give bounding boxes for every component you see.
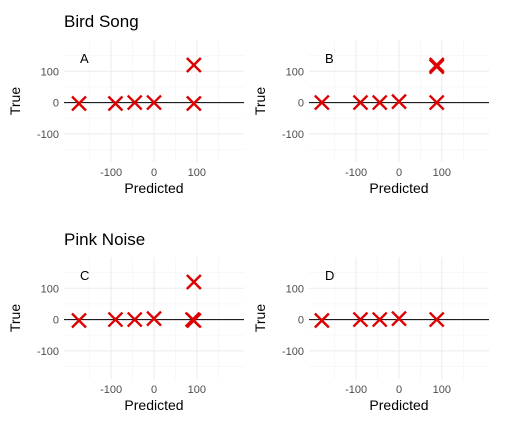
x-tick-label: -100 xyxy=(345,167,367,179)
panel-label: D xyxy=(325,268,334,283)
data-point xyxy=(186,312,202,329)
data-point xyxy=(352,94,369,111)
data-point xyxy=(126,311,143,328)
x-tick-label: 100 xyxy=(433,167,451,179)
x-axis-title: Predicted xyxy=(369,397,428,413)
data-point xyxy=(428,94,445,111)
data-point-stroke xyxy=(352,94,369,111)
data-point xyxy=(371,94,388,111)
data-point xyxy=(107,311,124,328)
data-point xyxy=(71,312,87,329)
data-point-stroke xyxy=(107,311,124,328)
panel-label: B xyxy=(325,51,334,66)
data-point xyxy=(371,311,388,328)
panel-label: C xyxy=(80,268,89,283)
data-point-stroke xyxy=(352,311,369,328)
x-axis-title: Predicted xyxy=(369,180,428,196)
data-point-stroke xyxy=(391,310,407,327)
data-point xyxy=(186,274,202,290)
x-tick-label: 100 xyxy=(188,167,206,179)
data-point xyxy=(186,57,202,73)
panel-a: -100 0 100 -100 0 100 Predicted True A xyxy=(7,40,244,196)
y-tick-label: 100 xyxy=(286,66,304,78)
x-tick-label: -100 xyxy=(345,384,367,396)
panel-c: -100 0 100 -100 0 100 Predicted True C xyxy=(7,257,244,413)
y-tick-label: -100 xyxy=(282,129,304,141)
data-point xyxy=(428,57,445,73)
data-point xyxy=(107,95,124,112)
data-point-stroke xyxy=(71,312,87,329)
y-axis-title: True xyxy=(7,87,23,115)
data-point xyxy=(126,94,143,111)
section-title-pink-noise: Pink Noise xyxy=(64,230,145,249)
data-point-stroke xyxy=(126,311,143,328)
data-point-stroke xyxy=(71,95,87,112)
x-tick-label: 100 xyxy=(188,384,206,396)
data-point xyxy=(391,93,407,110)
x-axis-title: Predicted xyxy=(124,397,183,413)
data-point-stroke xyxy=(428,57,445,73)
y-tick-label: -100 xyxy=(282,346,304,358)
y-tick-label: 100 xyxy=(286,283,304,295)
x-tick-label: 0 xyxy=(396,384,402,396)
y-tick-label: -100 xyxy=(37,129,59,141)
x-tick-label: -100 xyxy=(100,167,122,179)
x-tick-label: 100 xyxy=(433,384,451,396)
y-tick-label: 100 xyxy=(41,66,59,78)
y-axis-title: True xyxy=(7,304,23,332)
y-tick-label: 100 xyxy=(41,283,59,295)
data-point-stroke xyxy=(186,274,202,290)
data-point xyxy=(314,312,330,329)
panel-b: -100 0 100 -100 0 100 Predicted True B xyxy=(252,40,489,196)
y-tick-label: -100 xyxy=(37,346,59,358)
data-point xyxy=(428,311,445,328)
y-tick-label: 0 xyxy=(298,315,304,327)
x-axis-title: Predicted xyxy=(124,180,183,196)
x-tick-label: 0 xyxy=(151,384,157,396)
data-point xyxy=(391,310,407,327)
panel-d: -100 0 100 -100 0 100 Predicted True D xyxy=(252,257,489,413)
data-point-stroke xyxy=(107,95,124,112)
data-point-stroke xyxy=(314,94,330,111)
y-tick-label: 0 xyxy=(53,315,59,327)
data-point-stroke xyxy=(186,312,202,329)
x-tick-label: 0 xyxy=(396,167,402,179)
data-point-stroke xyxy=(391,93,407,110)
data-point xyxy=(71,95,87,112)
panel-label: A xyxy=(80,51,89,66)
data-point-stroke xyxy=(146,310,162,327)
section-title-bird-song: Bird Song xyxy=(64,12,139,31)
data-point xyxy=(314,94,330,111)
data-point-stroke xyxy=(126,94,143,111)
data-point-stroke xyxy=(314,312,330,329)
data-point xyxy=(186,95,202,112)
y-axis-title: True xyxy=(252,304,268,332)
data-point xyxy=(146,310,162,327)
data-point xyxy=(352,311,369,328)
data-point-stroke xyxy=(371,94,388,111)
y-tick-label: 0 xyxy=(53,98,59,110)
data-point-stroke xyxy=(428,311,445,328)
data-point xyxy=(146,94,162,111)
data-point-stroke xyxy=(186,95,202,112)
data-point-stroke xyxy=(146,94,162,111)
data-point-stroke xyxy=(428,94,445,111)
y-tick-label: 0 xyxy=(298,98,304,110)
data-point-stroke xyxy=(371,311,388,328)
x-tick-label: -100 xyxy=(100,384,122,396)
data-point-stroke xyxy=(186,57,202,73)
y-axis-title: True xyxy=(252,87,268,115)
x-tick-label: 0 xyxy=(151,167,157,179)
